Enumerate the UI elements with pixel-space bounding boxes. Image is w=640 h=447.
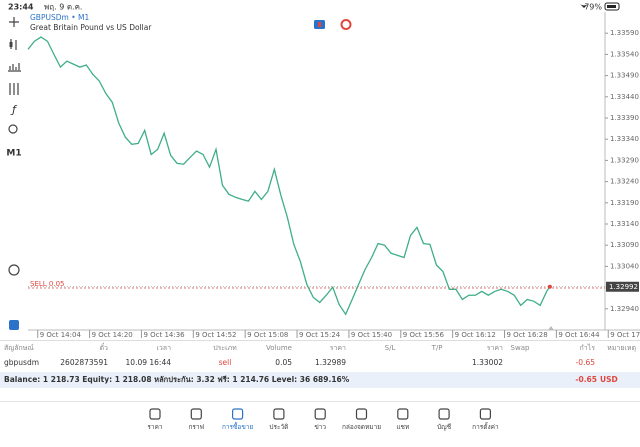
x-tick-label: 9 Oct 16:12 <box>455 331 496 339</box>
nav-label[interactable]: แชท <box>396 423 409 431</box>
table-header: เวลา <box>156 344 171 352</box>
status-date: พฤ. 9 ต.ค. <box>44 3 82 12</box>
table-header: Swap <box>511 344 530 352</box>
y-tick-label: 1.33090 <box>610 241 639 249</box>
y-tick-label: 1.33340 <box>610 135 639 143</box>
x-tick-label: 9 Oct 14:36 <box>143 331 185 339</box>
bottom-nav: ราคา กราฟ การซื้อขาย ประวัติ ข่าว กล่องจดหมาย… <box>147 408 499 431</box>
table-header: กำไร <box>580 343 596 352</box>
objects-tool[interactable] <box>8 124 18 134</box>
table-cell[interactable]: sell <box>219 358 232 367</box>
table-header: ตั๋ว <box>100 343 109 352</box>
nav-icon[interactable] <box>314 408 326 420</box>
one-click-tool[interactable] <box>8 264 20 276</box>
y-tick-label: 1.33540 <box>610 50 639 58</box>
nav-label[interactable]: การตั้งค่า <box>472 422 499 431</box>
buy-button[interactable] <box>340 19 352 30</box>
y-tick-label: 1.33490 <box>610 72 639 80</box>
table-border <box>0 340 640 341</box>
table-header: ประเภท <box>213 344 237 352</box>
function-tool[interactable]: ƒ <box>10 103 18 116</box>
table-cell[interactable]: 1.33002 <box>472 358 503 367</box>
nav-label[interactable]: ประวัติ <box>269 423 288 431</box>
y-tick-label: 1.33240 <box>610 178 639 186</box>
indicators-tool[interactable] <box>9 83 19 95</box>
nav-label[interactable]: ข่าว <box>314 423 326 431</box>
timeframe-button[interactable]: M1 <box>6 149 21 159</box>
nav-icon[interactable] <box>479 408 491 420</box>
candle-icon <box>9 42 13 47</box>
y-tick-label: 1.33390 <box>610 114 639 122</box>
x-tick-label: 9 Oct 14:04 <box>40 331 82 339</box>
sell-line-label: SELL 0.05 <box>30 280 64 288</box>
table-header: T/P <box>431 344 443 352</box>
x-tick-label: 9 Oct 15:40 <box>351 331 392 339</box>
nav-icon[interactable] <box>149 408 161 420</box>
nav-icon[interactable] <box>190 408 202 420</box>
nav-label[interactable]: การซื้อขาย <box>222 422 253 431</box>
volume-tool[interactable] <box>8 63 21 72</box>
nav-label[interactable]: กล่องจดหมาย <box>342 423 381 431</box>
table-cell[interactable]: 10.09 16:44 <box>126 358 172 367</box>
shift-marker <box>548 326 554 330</box>
crosshair-tool[interactable] <box>9 17 19 27</box>
nav-icon[interactable] <box>273 408 285 420</box>
table-header: สัญลักษณ์ <box>4 344 34 352</box>
table-cell[interactable]: 2602873591 <box>60 358 108 367</box>
chart-subtitle: Great Britain Pound vs US Dollar <box>30 23 152 32</box>
chart-title: GBPUSDm • M1 <box>30 13 89 22</box>
table-cell[interactable]: 1.32989 <box>315 358 346 367</box>
balance-row <box>0 372 640 388</box>
table-header: หมายเหตุ <box>607 344 636 352</box>
x-tick-label: 9 Oct 14:52 <box>195 331 236 339</box>
x-tick-label: 9 Oct 17:00 <box>610 331 640 339</box>
table-cell[interactable]: -0.65 <box>576 358 596 367</box>
x-tick-label: 9 Oct 14:20 <box>92 331 133 339</box>
status-battery: 79% <box>584 3 602 12</box>
toolbar: ƒ M1 <box>6 17 22 330</box>
x-tick-label: 9 Oct 15:24 <box>299 331 341 339</box>
price-label: 1.32992 <box>609 283 638 291</box>
balance-currency: USD <box>600 375 618 384</box>
x-tick-label: 9 Oct 15:08 <box>247 331 288 339</box>
sell-button-glyph <box>318 22 321 27</box>
table-header: Volume <box>266 344 292 352</box>
y-tick-label: 1.33140 <box>610 220 639 228</box>
nav-icon[interactable] <box>232 408 244 420</box>
x-tick-label: 9 Oct 16:28 <box>507 331 548 339</box>
y-tick-label: 1.33440 <box>610 93 639 101</box>
nav-label[interactable]: ราคา <box>147 423 162 431</box>
y-tick-label: 1.33040 <box>610 262 639 270</box>
chart: 1.33590 1.33540 1.33490 1.33440 1.33390 1.333… <box>27 29 640 339</box>
y-tick-label: 1.33290 <box>610 156 639 164</box>
table-cell[interactable]: 0.05 <box>275 358 292 367</box>
y-tick-label: 1.33190 <box>610 199 639 207</box>
nav-icon[interactable] <box>438 408 450 420</box>
price-box <box>606 281 639 292</box>
nav-label[interactable]: บัญชี <box>437 423 452 431</box>
x-tick-label: 9 Oct 15:56 <box>403 331 445 339</box>
table-header: ราคา <box>487 344 503 352</box>
wifi-icon <box>580 4 588 8</box>
table-header: ราคา <box>330 344 346 352</box>
last-price-dot <box>547 284 552 289</box>
battery-icon <box>604 2 620 11</box>
nav-icon[interactable] <box>397 408 409 420</box>
trade-tool[interactable] <box>9 320 19 330</box>
x-tick-label: 9 Oct 16:44 <box>558 331 600 339</box>
positions-table: สัญลักษณ์ ตั๋ว เวลา ประเภท Volume ราคา S/L T/P ร… <box>4 343 636 367</box>
status-time: 23:44 <box>8 3 34 12</box>
y-tick-label: 1.32940 <box>610 305 639 313</box>
balance-text: Balance: 1 218.73 Equity: 1 218.08 หลักป… <box>4 375 350 384</box>
price-line-series <box>27 36 551 316</box>
nav-label[interactable]: กราฟ <box>188 423 204 431</box>
table-cell[interactable]: gbpusdm <box>4 358 39 367</box>
nav-icon[interactable] <box>355 408 368 420</box>
balance-profit: -0.65 <box>575 375 597 384</box>
y-tick-label: 1.33590 <box>610 29 639 37</box>
nav-border <box>0 401 640 402</box>
battery-level <box>607 5 616 8</box>
table-header: S/L <box>385 344 396 352</box>
